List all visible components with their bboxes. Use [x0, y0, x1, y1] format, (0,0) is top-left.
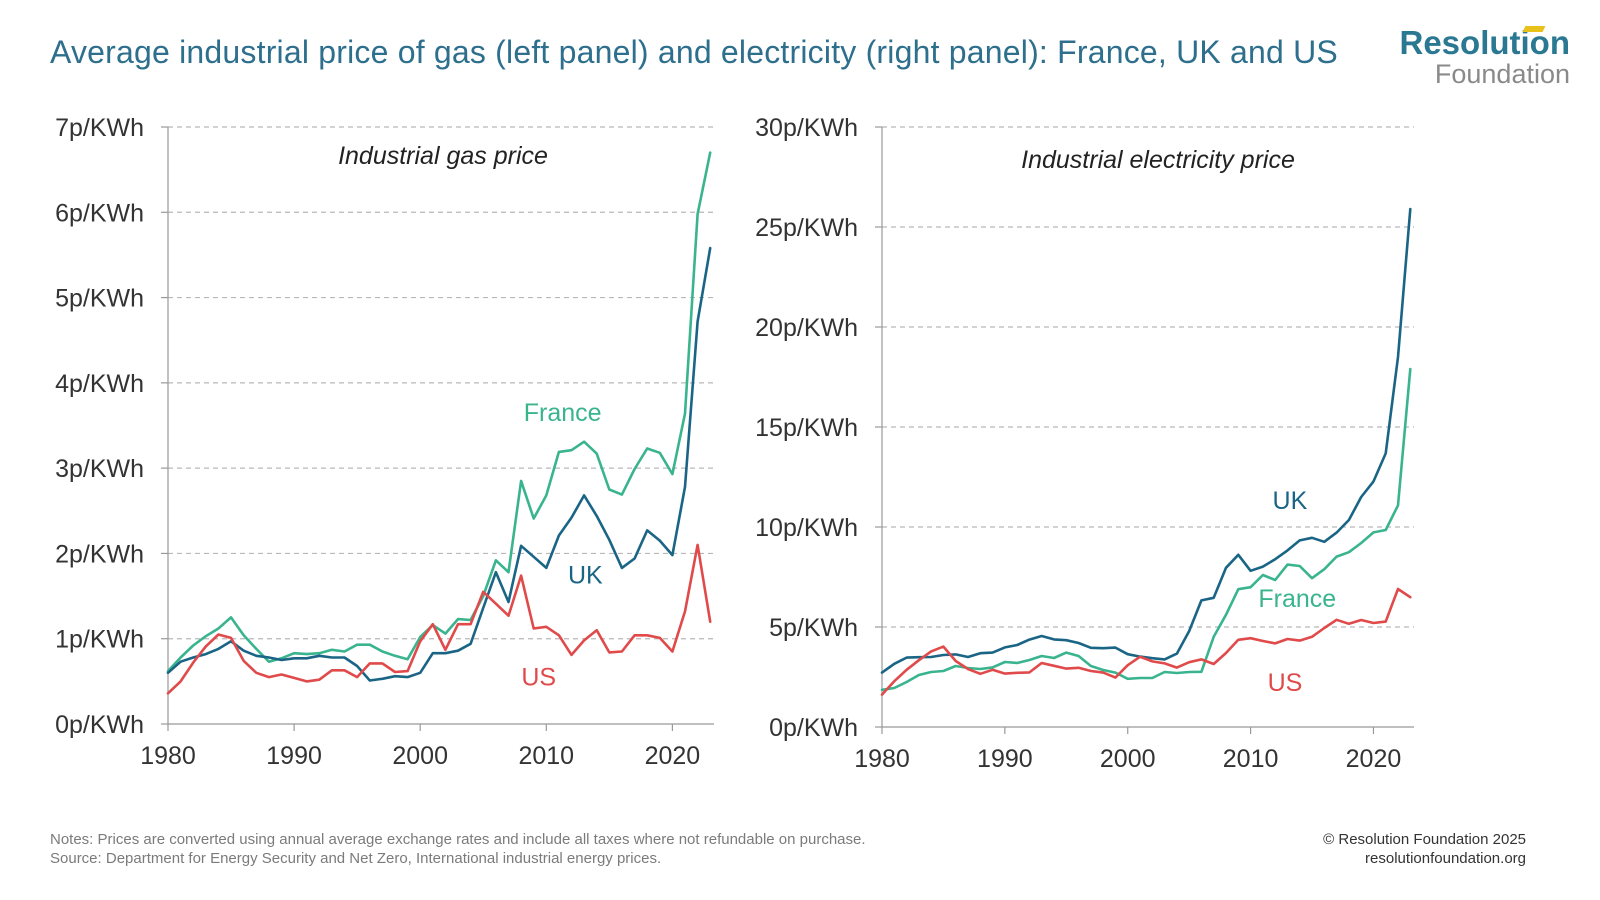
- series-label-france: France: [1258, 585, 1336, 613]
- series-label-uk: UK: [568, 561, 603, 589]
- resolution-foundation-logo: Resolution Foundation: [1400, 26, 1570, 89]
- x-tick-label: 1990: [977, 745, 1033, 773]
- credit-block: © Resolution Foundation 2025 resolutionf…: [1323, 830, 1526, 868]
- x-tick-label: 2010: [518, 742, 574, 770]
- source-line: Source: Department for Energy Security a…: [50, 850, 662, 867]
- y-tick-label: 25p/KWh: [755, 214, 858, 242]
- x-tick-label: 2000: [392, 742, 448, 770]
- series-line-france: [166, 151, 712, 673]
- y-tick-label: 2p/KWh: [55, 540, 144, 568]
- x-tick-label: 1980: [854, 745, 910, 773]
- series-line-uk: [166, 246, 712, 682]
- panel-title: Industrial electricity price: [1021, 146, 1295, 174]
- series-label-uk: UK: [1273, 487, 1308, 515]
- y-tick-label: 30p/KWh: [755, 114, 858, 142]
- logo-line-2: Foundation: [1434, 59, 1570, 89]
- series-line-uk: [880, 207, 1412, 674]
- chart-panel-1: 0p/KWh 1p/KWh 2p/KWh 3p/KWh 4p/KWh 5p/KWh 6p/K…: [55, 114, 714, 770]
- chart-title: Average industrial price of gas (left pa…: [50, 34, 1338, 70]
- y-tick-label: 0p/KWh: [55, 711, 144, 739]
- series-label-us: US: [1268, 669, 1303, 697]
- y-tick-label: 5p/KWh: [769, 614, 858, 642]
- notes-line: Notes: Prices are converted using annual…: [50, 831, 866, 848]
- series-label-france: France: [524, 399, 602, 427]
- x-tick-label: 2000: [1100, 745, 1156, 773]
- y-tick-label: 3p/KWh: [55, 455, 144, 483]
- y-tick-label: 1p/KWh: [55, 626, 144, 654]
- y-tick-label: 7p/KWh: [55, 114, 144, 142]
- notes-block: Notes: Prices are converted using annual…: [50, 830, 866, 868]
- panel-title: Industrial gas price: [338, 142, 548, 170]
- series-line-france: [880, 367, 1412, 692]
- x-tick-label: 1980: [140, 742, 196, 770]
- series-label-us: US: [521, 664, 556, 692]
- y-tick-label: 4p/KWh: [55, 370, 144, 398]
- y-tick-label: 10p/KWh: [755, 514, 858, 542]
- website-line: resolutionfoundation.org: [1365, 850, 1526, 867]
- y-tick-label: 0p/KWh: [769, 714, 858, 742]
- x-tick-label: 2020: [1346, 745, 1402, 773]
- y-tick-label: 5p/KWh: [55, 285, 144, 313]
- copyright-line: © Resolution Foundation 2025: [1323, 831, 1526, 848]
- y-tick-label: 20p/KWh: [755, 314, 858, 342]
- x-tick-label: 1990: [266, 742, 322, 770]
- chart-panel-2: 0p/KWh 5p/KWh 10p/KWh 15p/KWh 20p/KWh 25p/KWh…: [755, 114, 1414, 773]
- y-tick-label: 6p/KWh: [55, 199, 144, 227]
- series-line-us: [166, 543, 712, 695]
- x-tick-label: 2020: [645, 742, 701, 770]
- y-tick-label: 15p/KWh: [755, 414, 858, 442]
- x-tick-label: 2010: [1223, 745, 1279, 773]
- series-line-us: [880, 587, 1412, 696]
